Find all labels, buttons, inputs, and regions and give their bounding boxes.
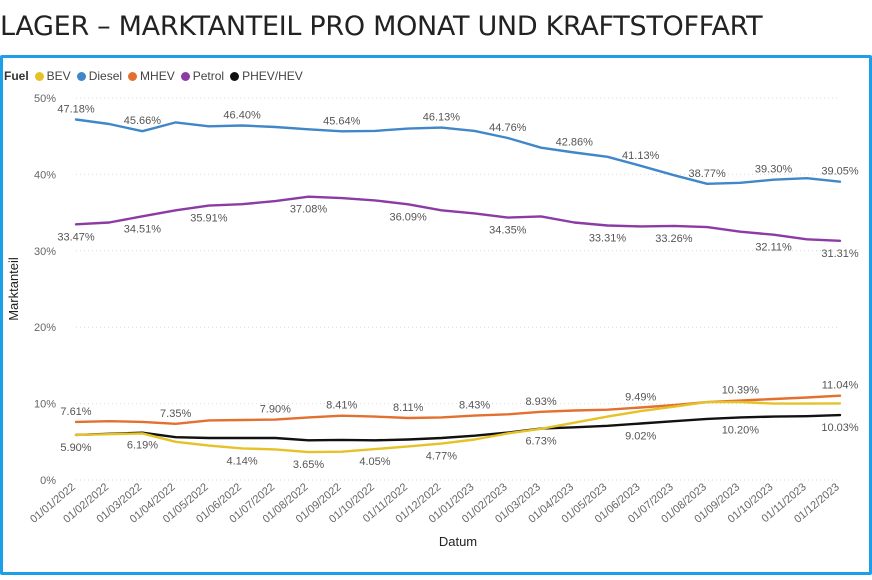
y-tick-label: 20% (34, 322, 56, 334)
data-label-diesel: 44.76% (489, 122, 527, 134)
y-tick-label: 30% (34, 246, 56, 258)
y-tick-label: 10% (34, 399, 56, 411)
legend-item-diesel[interactable]: Diesel (76, 69, 123, 83)
x-axis-title: Datum (439, 534, 477, 549)
y-tick-label: 40% (34, 169, 56, 181)
y-tick-label: 0% (40, 475, 56, 487)
legend-label-mhev: MHEV (140, 69, 175, 83)
data-label-diesel: 39.05% (821, 166, 859, 178)
data-label-petrol: 31.31% (821, 248, 859, 260)
data-label-bev: 4.05% (359, 456, 390, 468)
series-line-phev-hev (74, 413, 842, 442)
data-label-mhev: 10.39% (722, 385, 760, 397)
data-label-phev-hev: 10.03% (821, 422, 859, 434)
series-line-diesel (74, 118, 842, 186)
legend-marker-petrol (180, 71, 190, 81)
data-label-mhev: 7.35% (160, 408, 191, 420)
series-line-bev (74, 400, 842, 454)
y-tick-label: 50% (34, 93, 56, 105)
page-title: LAGER – MARKTANTEIL PRO MONAT UND KRAFTS… (0, 11, 763, 42)
legend-item-bev[interactable]: BEV (34, 69, 71, 83)
data-label-diesel: 41.13% (622, 150, 660, 162)
data-label-mhev: 8.11% (393, 402, 424, 414)
data-label-petrol: 35.91% (190, 213, 228, 225)
data-label-diesel: 45.66% (124, 115, 162, 127)
data-label-petrol: 33.26% (655, 233, 693, 245)
legend-label-phev-hev: PHEV/HEV (242, 69, 303, 83)
data-label-diesel: 46.13% (423, 112, 461, 124)
legend-item-phev-hev[interactable]: PHEV/HEV (230, 69, 303, 83)
data-label-petrol: 32.11% (755, 242, 792, 254)
legend-label-petrol: Petrol (192, 69, 225, 83)
data-label-mhev: 7.61% (60, 406, 91, 418)
legend-marker-diesel (76, 71, 86, 81)
legend-item-petrol[interactable]: Petrol (180, 69, 225, 83)
chart-legend: Fuel BEV Diesel MHEV Petrol PHEV/HEV (4, 67, 309, 85)
data-label-petrol: 33.47% (57, 231, 95, 243)
data-label-diesel: 46.40% (223, 110, 261, 122)
data-label-phev-hev: 6.73% (525, 436, 556, 448)
data-label-mhev: 8.93% (525, 396, 556, 408)
data-label-mhev: 7.90% (260, 404, 291, 416)
data-label-phev-hev: 10.20% (722, 424, 760, 436)
data-label-phev-hev: 6.19% (127, 440, 158, 452)
legend-label-diesel: Diesel (88, 69, 123, 83)
legend-item-mhev[interactable]: MHEV (128, 69, 175, 83)
legend-marker-phev-hev (230, 71, 240, 81)
data-label-diesel: 45.64% (323, 115, 361, 127)
data-label-mhev: 9.49% (625, 391, 656, 403)
data-label-bev: 4.14% (226, 455, 257, 467)
data-label-phev-hev: 5.90% (60, 442, 91, 454)
y-axis-title: Marktanteil (6, 257, 21, 321)
chart-frame (0, 55, 872, 575)
data-label-mhev: 8.41% (326, 400, 357, 412)
data-label-petrol: 33.31% (589, 233, 627, 245)
data-label-phev-hev: 9.02% (625, 430, 656, 442)
data-label-mhev: 11.04% (822, 380, 859, 392)
data-label-bev: 3.65% (293, 459, 324, 471)
series-line-petrol (74, 195, 842, 243)
data-label-petrol: 36.09% (390, 211, 428, 223)
data-label-bev: 4.77% (426, 451, 457, 463)
data-label-petrol: 34.51% (124, 223, 162, 235)
data-label-petrol: 37.08% (290, 204, 328, 216)
legend-marker-bev (34, 71, 44, 81)
data-label-diesel: 47.18% (57, 104, 95, 116)
legend-title: Fuel (4, 69, 29, 83)
data-label-mhev: 8.43% (459, 400, 490, 412)
legend-label-bev: BEV (46, 69, 71, 83)
data-label-diesel: 38.77% (688, 168, 726, 180)
data-label-diesel: 42.86% (556, 137, 594, 149)
data-label-diesel: 39.30% (755, 164, 793, 176)
data-label-petrol: 34.35% (489, 225, 527, 237)
legend-marker-mhev (128, 71, 138, 81)
